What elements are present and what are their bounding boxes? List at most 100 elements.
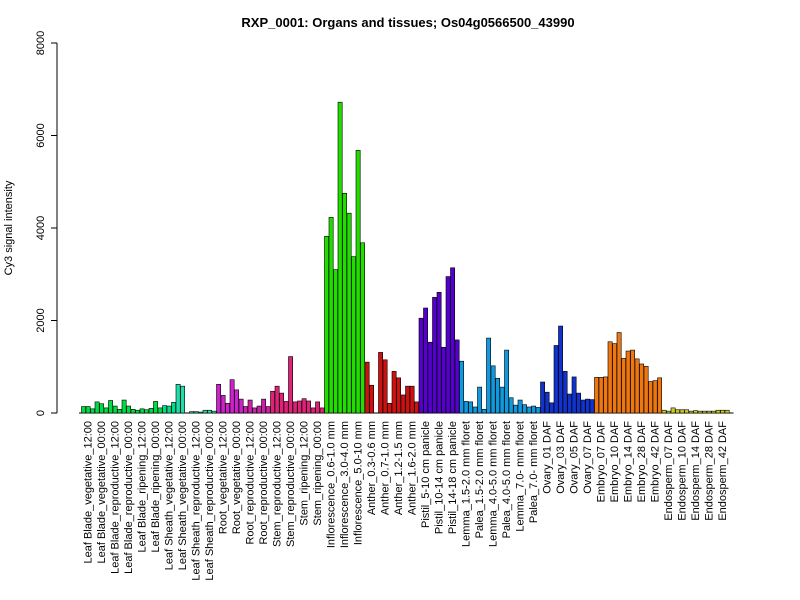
bar — [409, 385, 415, 414]
bar — [531, 405, 536, 414]
bar — [544, 391, 550, 414]
bar — [598, 377, 604, 414]
bar — [261, 398, 266, 414]
bar — [333, 269, 338, 414]
bar — [220, 395, 226, 414]
chart-title: RXP_0001: Organs and tissues; Os04g05665… — [241, 15, 574, 30]
bar — [135, 409, 140, 414]
x-tick-label: Pistil_5-10 cm panicle — [420, 421, 432, 528]
bar — [504, 349, 509, 414]
bar — [666, 410, 671, 414]
bar — [130, 408, 136, 414]
bar — [441, 347, 446, 414]
bar-series — [81, 101, 730, 414]
bar — [697, 410, 703, 414]
x-tick-label: Palea_1.5-2.0 mm floret — [474, 421, 486, 538]
x-tick-label: Leaf Sheath_vegetative_00:00 — [177, 421, 189, 570]
x-tick-label: Leaf Sheath_reproductive_00:00 — [204, 421, 216, 581]
x-tick-label: Palea_7.0- mm floret — [528, 421, 540, 523]
bar — [175, 384, 181, 414]
bar — [117, 408, 122, 414]
bar — [472, 406, 478, 414]
bar — [171, 402, 176, 414]
bar — [724, 409, 730, 414]
x-tick-label: Root_reproductive_12:00 — [244, 421, 256, 545]
bar — [427, 341, 433, 414]
bar — [153, 401, 158, 414]
bar — [445, 276, 451, 414]
bar — [562, 371, 568, 414]
x-tick-label: Inflorescence_5.0-10 mm — [352, 421, 364, 545]
bar — [702, 410, 707, 414]
bar — [274, 385, 280, 414]
bar — [337, 101, 343, 414]
bar — [621, 358, 626, 414]
bar — [558, 325, 563, 414]
bar — [607, 341, 613, 414]
bar — [94, 401, 100, 414]
bar — [634, 358, 640, 414]
x-tick-label: Root_vegetative_00:00 — [231, 421, 243, 534]
bar — [198, 411, 203, 414]
bar — [423, 307, 428, 414]
bar — [675, 409, 680, 414]
x-tick-labels: Leaf Blade_vegetative_12:00 Leaf Blade_ve… — [82, 421, 729, 581]
bar — [382, 359, 388, 414]
bar — [211, 410, 217, 414]
x-tick-label: Pistil_10-14 cm panicle — [433, 421, 445, 534]
bar — [580, 399, 586, 414]
bar — [243, 406, 248, 414]
bar — [481, 408, 487, 414]
y-axis-label: Cy3 signal intensity — [3, 180, 15, 275]
x-tick-label: Anther_0.3-0.6 mm — [366, 421, 378, 515]
x-tick-label: Ovary_03 DAF — [555, 421, 567, 494]
bar — [252, 407, 257, 414]
bar — [180, 385, 185, 414]
bar — [234, 389, 239, 414]
bar — [157, 407, 163, 414]
bar — [567, 393, 572, 414]
x-tick-label: Embryo_07 DAF — [595, 421, 607, 503]
bar — [346, 212, 352, 414]
bar — [103, 407, 109, 414]
bar — [112, 405, 118, 414]
x-tick-label: Leaf Sheath_reproductive_12:00 — [190, 421, 202, 581]
x-tick-label: Leaf Blade_ripening_00:00 — [150, 421, 162, 553]
bar — [369, 384, 374, 414]
y-tick-label: 4000 — [35, 216, 47, 240]
bar — [297, 400, 302, 414]
bar — [216, 384, 221, 414]
bar — [306, 400, 311, 414]
bar — [99, 403, 104, 414]
bar — [81, 406, 86, 414]
bar — [387, 402, 392, 414]
y-tick-label: 2000 — [35, 308, 47, 332]
x-tick-label: Root_reproductive_00:00 — [258, 421, 270, 545]
bar — [625, 350, 631, 414]
bar — [495, 378, 500, 414]
bar — [657, 377, 662, 414]
x-tick-label: Leaf Blade_reproductive_00:00 — [123, 421, 135, 574]
bar — [553, 345, 559, 414]
bar — [486, 337, 491, 414]
x-tick-label: Pistil_14-18 cm panicle — [447, 421, 459, 534]
bar — [499, 386, 505, 414]
x-tick-label: Lemma_7.0- mm floret — [514, 421, 526, 532]
bar — [247, 399, 253, 414]
x-tick-label: Ovary_07 DAF — [582, 421, 594, 494]
x-tick-label: Leaf Blade_reproductive_12:00 — [109, 421, 121, 574]
bar — [540, 381, 545, 414]
bar — [463, 401, 469, 414]
x-tick-label: Ovary_05 DAF — [568, 421, 580, 494]
bar — [459, 360, 464, 414]
bar — [661, 409, 667, 414]
x-tick-label: Stem_reproductive_12:00 — [271, 421, 283, 547]
y-tick-label: 6000 — [35, 123, 47, 147]
bar — [355, 150, 361, 414]
x-tick-label: Embryo_42 DAF — [649, 421, 661, 503]
x-tick-label: Inflorescence_3.0-4.0 mm — [339, 421, 351, 548]
x-tick-label: Embryo_10 DAF — [609, 421, 621, 503]
x-tick-label: Leaf Blade_vegetative_00:00 — [96, 421, 108, 564]
bar — [639, 363, 644, 414]
